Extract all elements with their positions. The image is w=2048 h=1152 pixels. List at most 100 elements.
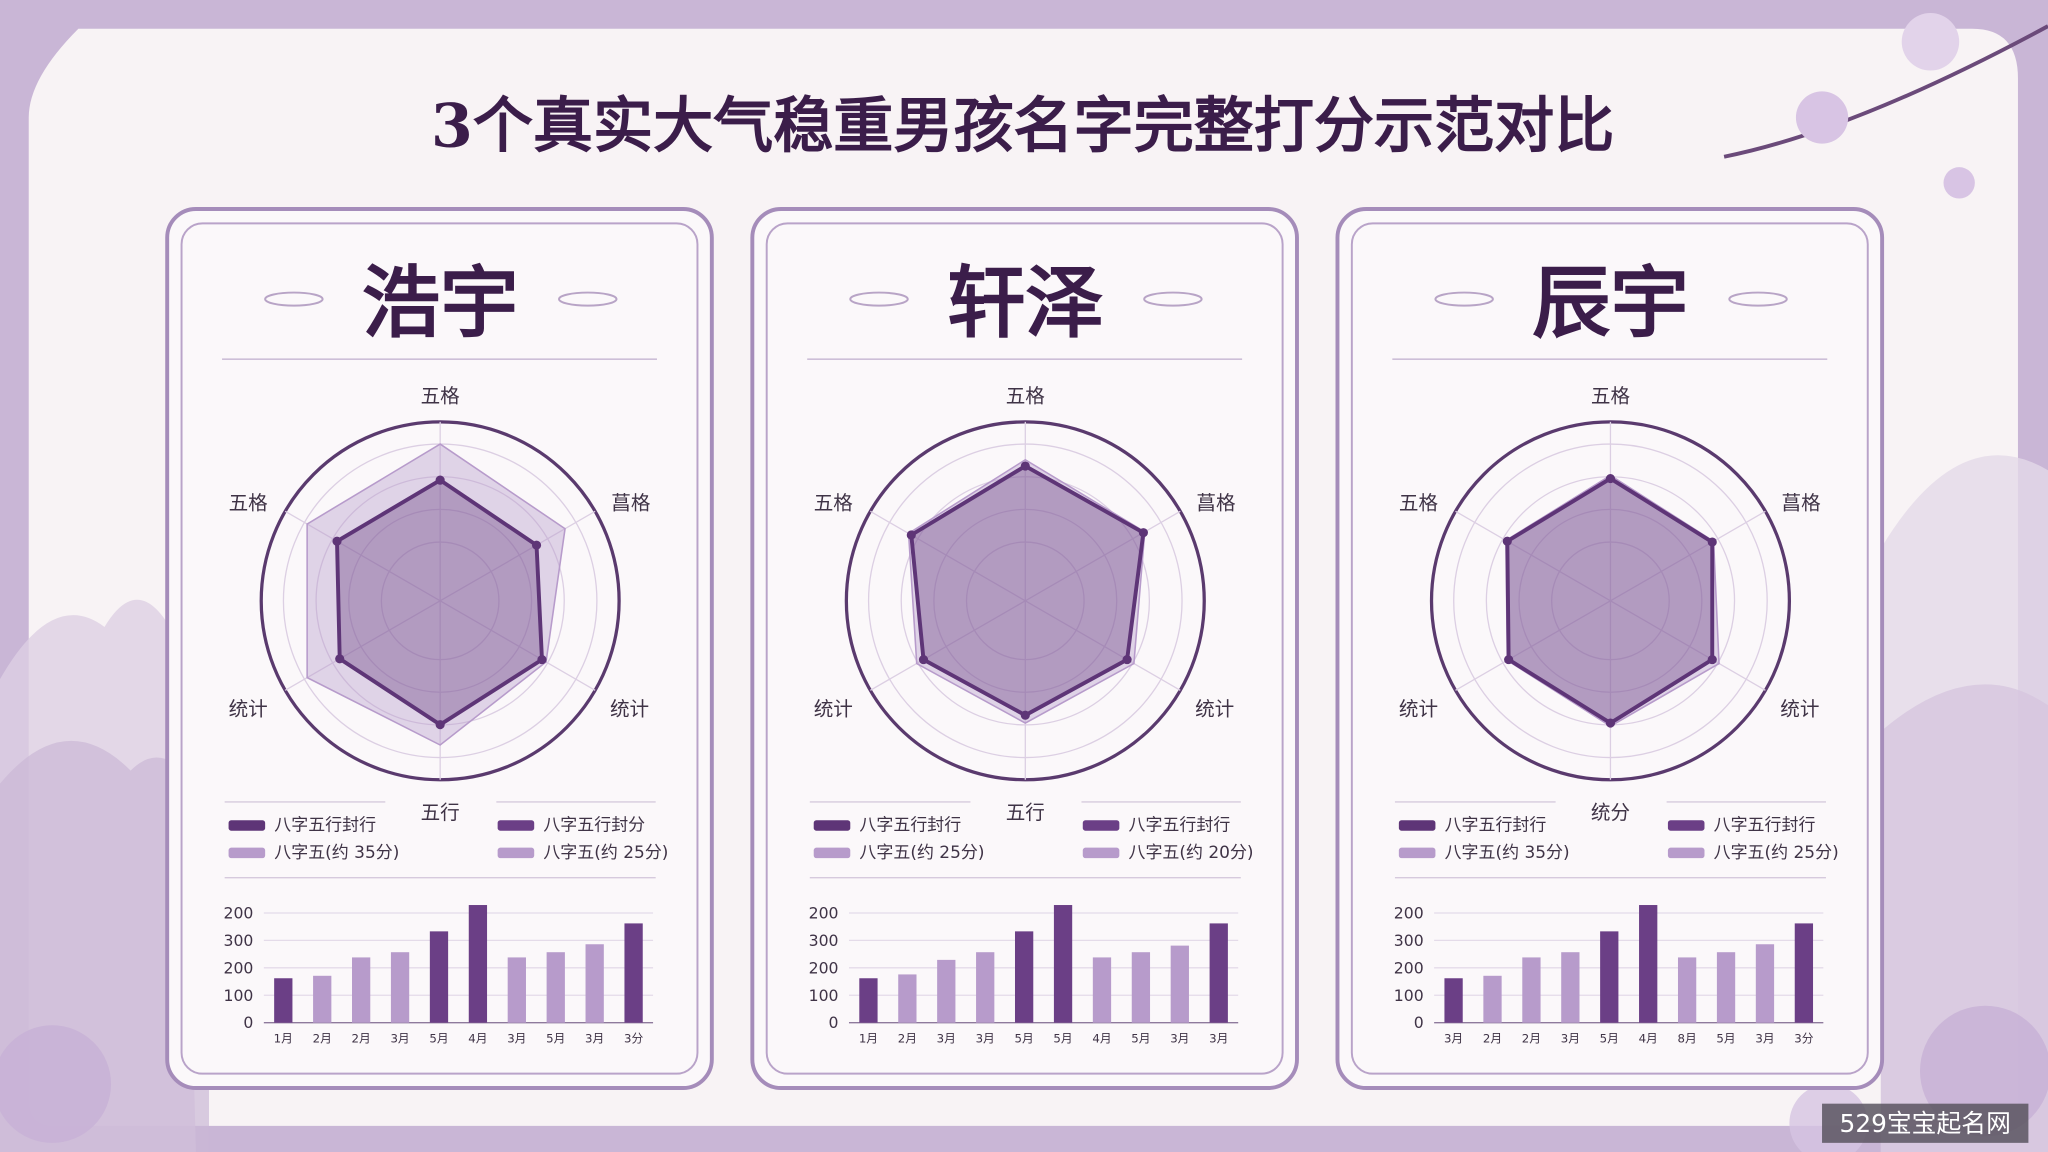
card-inner-frame bbox=[180, 222, 699, 1075]
bar bbox=[352, 957, 371, 1023]
x-tick-label: 2月 bbox=[352, 1031, 371, 1045]
radar-axis-label: 五格 bbox=[814, 491, 854, 514]
radar-axis-label: 菖格 bbox=[1782, 491, 1822, 514]
card-inner-frame bbox=[765, 222, 1284, 1075]
watermark-box bbox=[1822, 1103, 2029, 1143]
legend-swatch bbox=[1082, 820, 1120, 831]
x-tick-label: 2月 bbox=[898, 1031, 917, 1045]
ornament bbox=[1728, 291, 1788, 307]
y-tick-label: 200 bbox=[809, 903, 839, 922]
radar-axis-label: 统计 bbox=[229, 698, 268, 721]
radar-spoke bbox=[284, 600, 441, 691]
card-inner-frame bbox=[1350, 222, 1869, 1075]
legend-swatch bbox=[1398, 820, 1436, 831]
bar bbox=[507, 957, 526, 1023]
x-tick-label: 1月 bbox=[859, 1031, 878, 1045]
x-tick-label: 5月 bbox=[1716, 1031, 1735, 1045]
x-tick-label: 3月 bbox=[390, 1031, 409, 1045]
radar-vertex bbox=[435, 720, 445, 730]
radar-axis-label: 菖格 bbox=[611, 491, 651, 514]
flower bbox=[0, 1025, 112, 1143]
radar-axis-label: 统计 bbox=[814, 698, 853, 721]
x-tick-label: 3月 bbox=[1209, 1031, 1228, 1045]
radar-vertex bbox=[1707, 655, 1717, 665]
radar-vertex bbox=[1605, 718, 1616, 728]
legend-swatch bbox=[813, 847, 851, 859]
y-tick-label: 0 bbox=[1414, 1013, 1424, 1032]
bar bbox=[1639, 905, 1658, 1023]
x-tick-label: 2月 bbox=[313, 1031, 332, 1045]
legend-swatch bbox=[228, 847, 266, 859]
bar bbox=[937, 959, 956, 1023]
radar-spoke bbox=[439, 600, 596, 691]
bar bbox=[1053, 905, 1073, 1023]
legend-label: 八字五(约 35分) bbox=[1445, 843, 1570, 863]
radar-vertex bbox=[1020, 461, 1030, 471]
bar bbox=[468, 905, 488, 1023]
radar-axis-label: 五行 bbox=[421, 801, 460, 824]
x-tick-label: 5月 bbox=[1015, 1031, 1034, 1045]
radar-vertex bbox=[531, 540, 542, 550]
legend-label: 八字五行封行 bbox=[1714, 815, 1816, 835]
radar-vertex bbox=[1020, 710, 1030, 720]
blossom bbox=[1901, 13, 1960, 71]
card-name: 辰宇 bbox=[1532, 257, 1689, 349]
radar-spoke bbox=[1455, 600, 1611, 691]
legend-label: 八字五(约 35分) bbox=[274, 843, 399, 863]
legend-swatch bbox=[1667, 847, 1705, 859]
radar-vertex bbox=[1502, 536, 1512, 546]
legend-label: 八字五行封行 bbox=[1445, 815, 1547, 835]
y-tick-label: 200 bbox=[1394, 903, 1424, 922]
x-tick-label: 3分 bbox=[624, 1031, 643, 1045]
radar-axis-label: 菖格 bbox=[1196, 491, 1236, 514]
y-tick-label: 0 bbox=[243, 1013, 253, 1032]
ornament bbox=[849, 291, 909, 307]
radar-axis-label: 统计 bbox=[1195, 698, 1234, 721]
radar-vertex bbox=[332, 536, 342, 546]
x-tick-label: 3月 bbox=[1561, 1031, 1580, 1045]
y-tick-label: 0 bbox=[829, 1013, 839, 1032]
radar-axis-label: 统计 bbox=[610, 698, 649, 721]
card-name: 轩泽 bbox=[947, 257, 1104, 349]
bar bbox=[976, 952, 995, 1023]
x-tick-label: 2月 bbox=[1522, 1031, 1541, 1045]
radar-vertex bbox=[1605, 473, 1616, 484]
radar-vertex bbox=[435, 475, 445, 485]
legend-swatch bbox=[1082, 847, 1120, 859]
legend-label: 八字五行封行 bbox=[859, 815, 961, 835]
bar bbox=[1677, 957, 1697, 1023]
legend-label: 八字五行封行 bbox=[1128, 815, 1230, 835]
x-tick-label: 3月 bbox=[1444, 1031, 1463, 1045]
radar-vertex bbox=[1138, 528, 1148, 538]
headline: 3个真实大气稳重男孩名字完整打分示范对比 bbox=[431, 92, 1614, 162]
legend-swatch bbox=[1667, 820, 1705, 831]
bar bbox=[624, 923, 643, 1023]
legend-swatch bbox=[1398, 847, 1436, 859]
radar-axis-label: 五格 bbox=[421, 384, 461, 407]
x-tick-label: 5月 bbox=[1131, 1031, 1150, 1045]
x-tick-label: 4月 bbox=[1639, 1031, 1658, 1045]
card-name: 浩宇 bbox=[362, 257, 519, 349]
radar-vertex bbox=[1504, 655, 1514, 665]
radar-spoke bbox=[870, 510, 1026, 602]
radar-axis-label: 五格 bbox=[1399, 491, 1439, 514]
bar bbox=[1444, 978, 1463, 1023]
legend-swatch bbox=[497, 847, 535, 859]
radar-axis-label: 五格 bbox=[1006, 384, 1046, 407]
bar bbox=[1014, 931, 1034, 1023]
bar bbox=[1755, 944, 1775, 1023]
legend-label: 八字五行封行 bbox=[274, 815, 376, 835]
y-tick-label: 100 bbox=[809, 986, 839, 1005]
x-tick-label: 8月 bbox=[1678, 1031, 1697, 1045]
y-tick-label: 300 bbox=[1394, 931, 1424, 950]
y-tick-label: 200 bbox=[809, 958, 839, 977]
flower bbox=[1920, 1005, 2048, 1137]
y-tick-label: 100 bbox=[1394, 986, 1424, 1005]
bar bbox=[1561, 952, 1580, 1023]
y-tick-label: 300 bbox=[809, 931, 839, 950]
radar-vertex bbox=[537, 655, 547, 665]
bar bbox=[1209, 923, 1228, 1023]
x-tick-label: 4月 bbox=[1092, 1031, 1111, 1045]
